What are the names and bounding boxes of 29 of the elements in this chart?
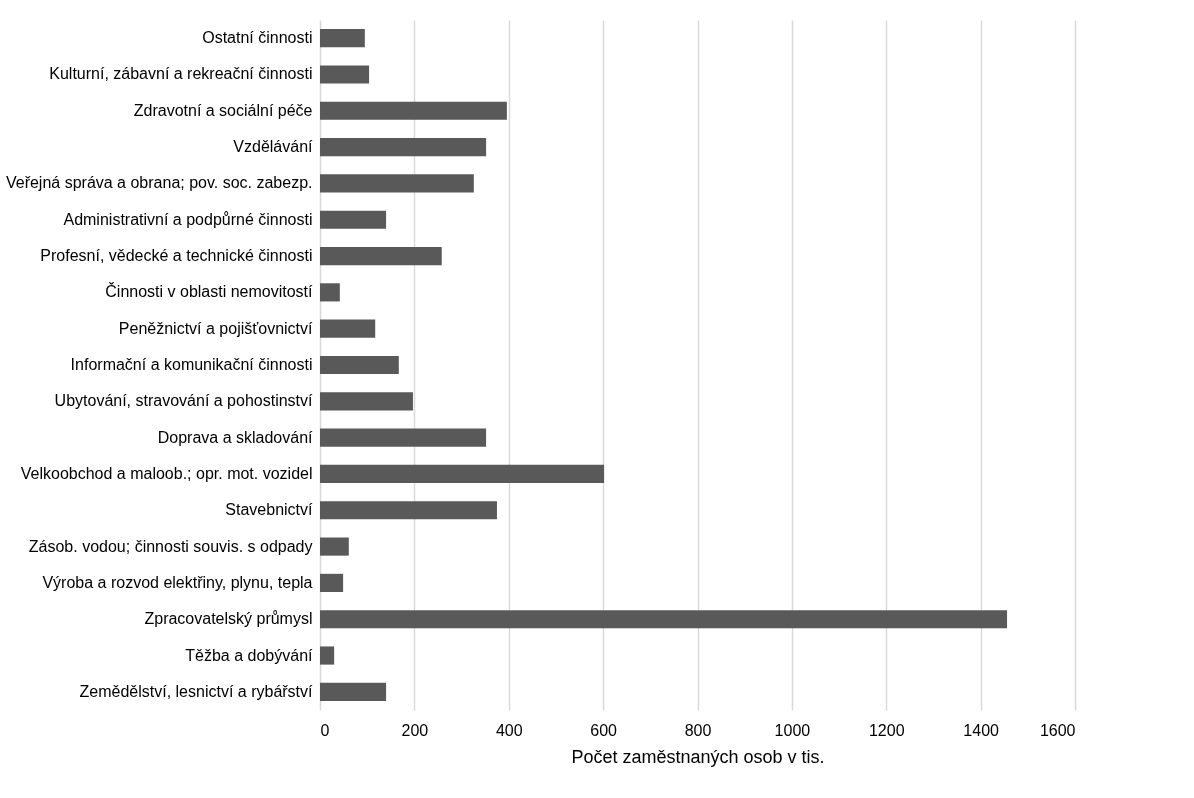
y-tick-label: Peněžnictví a pojišťovnictví <box>118 319 314 337</box>
x-tick-label: 1000 <box>774 721 811 739</box>
x-tick-label: 1400 <box>963 721 1000 739</box>
y-tick-label: Stavebnictví <box>225 501 314 519</box>
y-tick-label: Výroba a rozvod elektřiny, plynu, tepla <box>42 573 313 591</box>
y-tick-label: Informační a komunikační činnosti <box>70 356 313 373</box>
y-tick-label: Zpracovatelský průmysl <box>144 610 313 628</box>
x-axis-title: Počet zaměstnaných osob v tis. <box>571 746 825 767</box>
y-tick-label: Ostatní činnosti <box>202 29 313 47</box>
x-tick-label: 1200 <box>868 721 905 739</box>
x-tick-label: 800 <box>684 721 712 739</box>
y-tick-label: Zemědělství, lesnictví a rybářství <box>79 682 314 700</box>
y-tick-label: Kulturní, zábavní a rekreační činnosti <box>49 65 313 83</box>
y-tick-label: Veřejná správa a obrana; pov. soc. zabezp. <box>5 174 313 192</box>
x-tick-label: 400 <box>495 721 523 739</box>
y-tick-label: Doprava a skladování <box>157 428 314 446</box>
y-tick-label: Vzdělávání <box>233 138 314 156</box>
y-tick-label: Těžba a dobývání <box>185 646 314 664</box>
x-tick-label: 200 <box>401 721 429 739</box>
x-tick-label: 0 <box>320 721 330 739</box>
y-tick-label: Zdravotní a sociální péče <box>133 101 313 119</box>
x-tick-label: 600 <box>590 721 618 739</box>
y-tick-label: Zásob. vodou; činnosti souvis. s odpady <box>28 537 313 555</box>
x-tick-label: 1600 <box>1039 721 1076 739</box>
y-tick-label: Činnosti v oblasti nemovitostí <box>105 282 314 301</box>
y-tick-label: Velkoobchod a maloob.; opr. mot. vozidel <box>20 464 313 482</box>
y-tick-label: Profesní, vědecké a technické činnosti <box>40 247 313 265</box>
y-tick-label: Ubytování, stravování a pohostinství <box>54 392 314 410</box>
y-tick-label: Administrativní a podpůrné činnosti <box>63 210 313 228</box>
